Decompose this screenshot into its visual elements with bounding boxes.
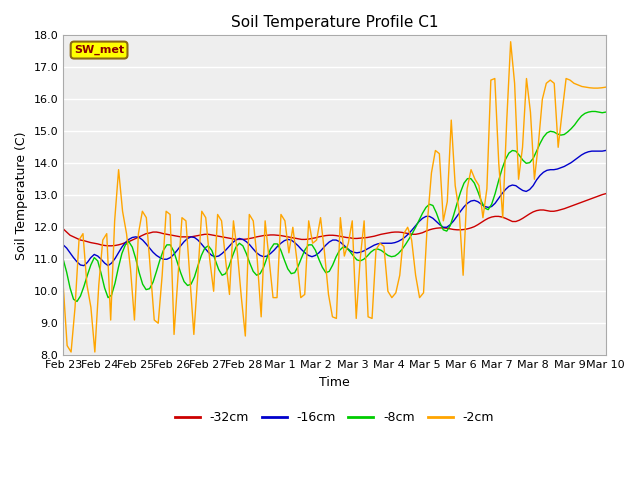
- Legend: -32cm, -16cm, -8cm, -2cm: -32cm, -16cm, -8cm, -2cm: [170, 406, 499, 429]
- Text: SW_met: SW_met: [74, 45, 124, 55]
- Y-axis label: Soil Temperature (C): Soil Temperature (C): [15, 131, 28, 260]
- Title: Soil Temperature Profile C1: Soil Temperature Profile C1: [230, 15, 438, 30]
- X-axis label: Time: Time: [319, 376, 350, 389]
